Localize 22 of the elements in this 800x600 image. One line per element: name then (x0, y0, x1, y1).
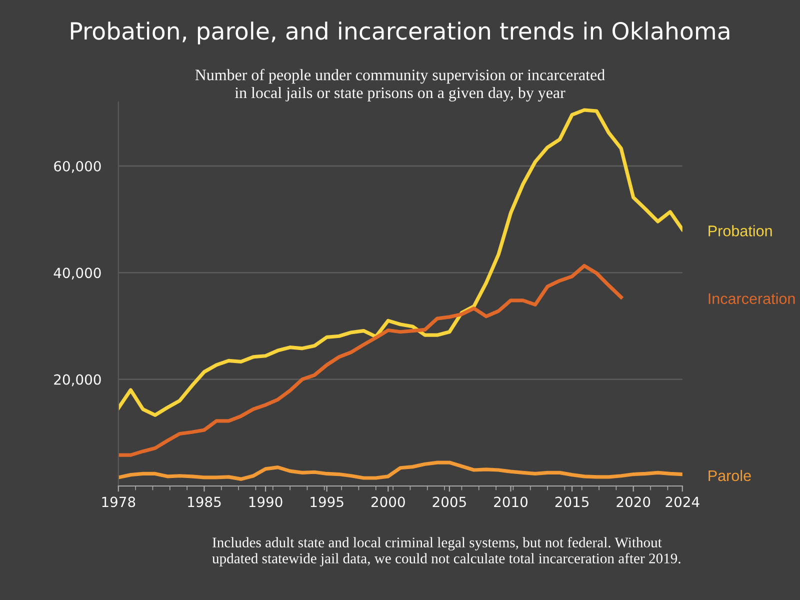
y-tick-label: 40,000 (54, 268, 101, 280)
x-tick-label: 2024 (666, 496, 700, 508)
line-series (118, 460, 682, 481)
line-series (118, 264, 623, 457)
x-tick-label: 1978 (102, 496, 136, 508)
x-tick-label: 2000 (371, 496, 405, 508)
x-tick-label: 1995 (310, 496, 344, 508)
y-tick-label: 60,000 (54, 160, 101, 173)
y-tick-label: 20,000 (54, 374, 101, 386)
x-tick-label: 1985 (188, 496, 221, 508)
x-tick-label: 2020 (616, 496, 650, 508)
line-series (118, 108, 682, 417)
x-tick-label: 1990 (249, 496, 282, 508)
x-tick-label: 2015 (555, 496, 589, 508)
chart-subtitle: Number of people under community supervision or incarcerated in local jails or state prisons on a given day, by year (195, 68, 605, 102)
chart-title: Probation, parole, and incarceration trends in Oklahoma (70, 22, 730, 44)
text: Incarceration (708, 292, 795, 304)
series-label: Probation (708, 225, 772, 236)
text: Includes adult state and local criminal legal systems, but not federal. Without updated statewide jail data, we could not calculate total incarceration after 2019. (212, 537, 680, 566)
x-tick-label: 2010 (494, 496, 528, 508)
x-tick-label: 2005 (432, 496, 466, 508)
series-label: Parole (708, 470, 751, 482)
